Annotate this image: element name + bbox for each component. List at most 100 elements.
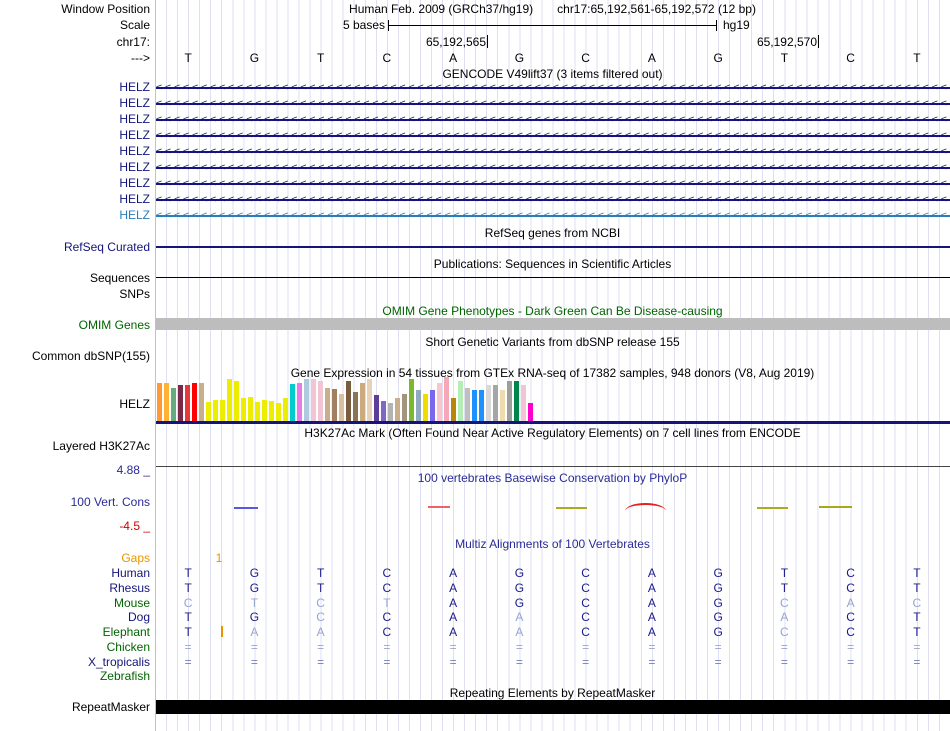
gtex-tissue-bar[interactable]: [276, 403, 281, 421]
gene-label-helz[interactable]: HELZ: [119, 160, 150, 174]
multiz-species-label[interactable]: Elephant: [102, 625, 150, 639]
gtex-tissue-bar[interactable]: [430, 390, 435, 421]
multiz-species-label[interactable]: Human: [111, 566, 150, 580]
track-label-gaps[interactable]: Gaps: [121, 551, 150, 565]
gtex-tissue-bar[interactable]: [360, 383, 365, 421]
gtex-tissue-bar[interactable]: [157, 383, 162, 421]
multiz-species-label[interactable]: X_tropicalis: [87, 655, 150, 669]
gtex-tissue-bar[interactable]: [262, 400, 267, 421]
gtex-tissue-bar[interactable]: [332, 389, 337, 421]
gene-helz-transcript[interactable]: <<<<<<<<<<<<<<<<<<<<<<<<<<<<<<<<<<<<<<<<…: [156, 144, 950, 160]
gtex-tissue-bar[interactable]: [199, 383, 204, 421]
gtex-tissue-bar[interactable]: [255, 402, 260, 421]
track-title-repeatmasker[interactable]: Repeating Elements by RepeatMasker: [449, 686, 656, 700]
gene-label-helz[interactable]: HELZ: [119, 112, 150, 126]
gtex-tissue-bar[interactable]: [465, 388, 470, 421]
repeatmasker-element-bar[interactable]: [156, 700, 950, 714]
gtex-tissue-bar[interactable]: [220, 400, 225, 421]
gtex-tissue-bar[interactable]: [437, 383, 442, 421]
gtex-tissue-bar[interactable]: [514, 381, 519, 421]
gtex-expression-barchart[interactable]: [157, 377, 557, 421]
gtex-tissue-bar[interactable]: [213, 400, 218, 421]
track-label-omim-genes[interactable]: OMIM Genes: [78, 318, 150, 332]
gtex-tissue-bar[interactable]: [339, 394, 344, 421]
gtex-tissue-bar[interactable]: [164, 383, 169, 421]
gtex-tissue-bar[interactable]: [234, 381, 239, 421]
gtex-tissue-bar[interactable]: [493, 385, 498, 421]
track-label-repeatmasker[interactable]: RepeatMasker: [71, 700, 150, 714]
multiz-species-label[interactable]: Rhesus: [109, 581, 150, 595]
gtex-tissue-bar[interactable]: [325, 388, 330, 421]
gtex-tissue-bar[interactable]: [409, 379, 414, 421]
track-label-refseq-curated[interactable]: RefSeq Curated: [63, 240, 150, 254]
gtex-tissue-bar[interactable]: [227, 379, 232, 421]
track-label-gtex-helz[interactable]: HELZ: [119, 397, 150, 411]
gene-helz-transcript[interactable]: <<<<<<<<<<<<<<<<<<<<<<<<<<<<<<<<<<<<<<<<…: [156, 192, 950, 208]
gene-label-helz[interactable]: HELZ: [119, 128, 150, 142]
track-label-phylop[interactable]: 100 Vert. Cons: [70, 495, 150, 509]
publications-item-bar[interactable]: [156, 277, 950, 278]
gene-label-helz[interactable]: HELZ: [119, 208, 150, 222]
track-title-refseq[interactable]: RefSeq genes from NCBI: [484, 226, 621, 240]
gtex-tissue-bar[interactable]: [472, 390, 477, 421]
gtex-tissue-bar[interactable]: [241, 398, 246, 421]
gtex-tissue-bar[interactable]: [318, 381, 323, 421]
track-title-phylop[interactable]: 100 vertebrates Basewise Conservation by…: [417, 471, 688, 485]
gene-helz-transcript[interactable]: <<<<<<<<<<<<<<<<<<<<<<<<<<<<<<<<<<<<<<<<…: [156, 208, 950, 224]
gtex-tissue-bar[interactable]: [486, 385, 491, 421]
track-label-snps[interactable]: SNPs: [119, 287, 150, 301]
gtex-tissue-bar[interactable]: [269, 401, 274, 421]
gtex-tissue-bar[interactable]: [290, 384, 295, 421]
track-title-gtex[interactable]: Gene Expression in 54 tissues from GTEx …: [290, 366, 815, 380]
track-label-common-dbsnp[interactable]: Common dbSNP(155): [31, 349, 150, 363]
gtex-tissue-bar[interactable]: [423, 394, 428, 421]
gene-helz-transcript[interactable]: <<<<<<<<<<<<<<<<<<<<<<<<<<<<<<<<<<<<<<<<…: [156, 160, 950, 176]
multiz-species-label[interactable]: Dog: [127, 610, 150, 624]
gtex-tissue-bar[interactable]: [479, 390, 484, 421]
gene-label-helz[interactable]: HELZ: [119, 176, 150, 190]
track-title-h3k27ac[interactable]: H3K27Ac Mark (Often Found Near Active Re…: [304, 426, 801, 440]
gtex-tissue-bar[interactable]: [458, 381, 463, 421]
gtex-tissue-bar[interactable]: [444, 377, 449, 421]
refseq-gene-bar[interactable]: [156, 246, 950, 248]
gtex-tissue-bar[interactable]: [185, 385, 190, 421]
gtex-tissue-bar[interactable]: [171, 388, 176, 421]
gtex-tissue-bar[interactable]: [521, 385, 526, 421]
gene-helz-transcript[interactable]: <<<<<<<<<<<<<<<<<<<<<<<<<<<<<<<<<<<<<<<<…: [156, 96, 950, 112]
gene-helz-transcript[interactable]: <<<<<<<<<<<<<<<<<<<<<<<<<<<<<<<<<<<<<<<<…: [156, 128, 950, 144]
gene-helz-transcript[interactable]: <<<<<<<<<<<<<<<<<<<<<<<<<<<<<<<<<<<<<<<<…: [156, 112, 950, 128]
gtex-tissue-bar[interactable]: [297, 383, 302, 421]
multiz-species-label[interactable]: Mouse: [113, 596, 150, 610]
gtex-tissue-bar[interactable]: [451, 398, 456, 421]
gtex-tissue-bar[interactable]: [374, 395, 379, 421]
gtex-tissue-bar[interactable]: [304, 379, 309, 421]
track-title-omim[interactable]: OMIM Gene Phenotypes - Dark Green Can Be…: [382, 304, 723, 318]
omim-gene-bar[interactable]: [156, 318, 950, 330]
gtex-tissue-bar[interactable]: [192, 383, 197, 421]
gene-label-helz[interactable]: HELZ: [119, 96, 150, 110]
track-title-dbsnp[interactable]: Short Genetic Variants from dbSNP releas…: [425, 335, 680, 349]
track-title-multiz[interactable]: Multiz Alignments of 100 Vertebrates: [455, 537, 650, 551]
track-label-h3k27ac[interactable]: Layered H3K27Ac: [52, 439, 150, 453]
track-title-publications[interactable]: Publications: Sequences in Scientific Ar…: [433, 257, 672, 271]
multiz-species-label[interactable]: Chicken: [106, 640, 150, 654]
gtex-tissue-bar[interactable]: [178, 385, 183, 421]
gtex-tissue-bar[interactable]: [346, 381, 351, 421]
gene-helz-transcript[interactable]: <<<<<<<<<<<<<<<<<<<<<<<<<<<<<<<<<<<<<<<<…: [156, 80, 950, 96]
track-label-sequences[interactable]: Sequences: [89, 271, 150, 285]
multiz-species-label[interactable]: Zebrafish: [99, 669, 150, 683]
gtex-tissue-bar[interactable]: [367, 379, 372, 421]
gtex-tissue-bar[interactable]: [402, 394, 407, 421]
gtex-tissue-bar[interactable]: [395, 398, 400, 421]
gene-label-helz[interactable]: HELZ: [119, 144, 150, 158]
gene-label-helz[interactable]: HELZ: [119, 192, 150, 206]
gtex-tissue-bar[interactable]: [381, 401, 386, 421]
gtex-tissue-bar[interactable]: [248, 397, 253, 421]
gtex-tissue-bar[interactable]: [388, 403, 393, 421]
gtex-tissue-bar[interactable]: [283, 398, 288, 421]
gtex-tissue-bar[interactable]: [353, 392, 358, 421]
gtex-tissue-bar[interactable]: [206, 402, 211, 421]
gtex-tissue-bar[interactable]: [416, 390, 421, 421]
gene-label-helz[interactable]: HELZ: [119, 80, 150, 94]
gtex-tissue-bar[interactable]: [311, 379, 316, 421]
